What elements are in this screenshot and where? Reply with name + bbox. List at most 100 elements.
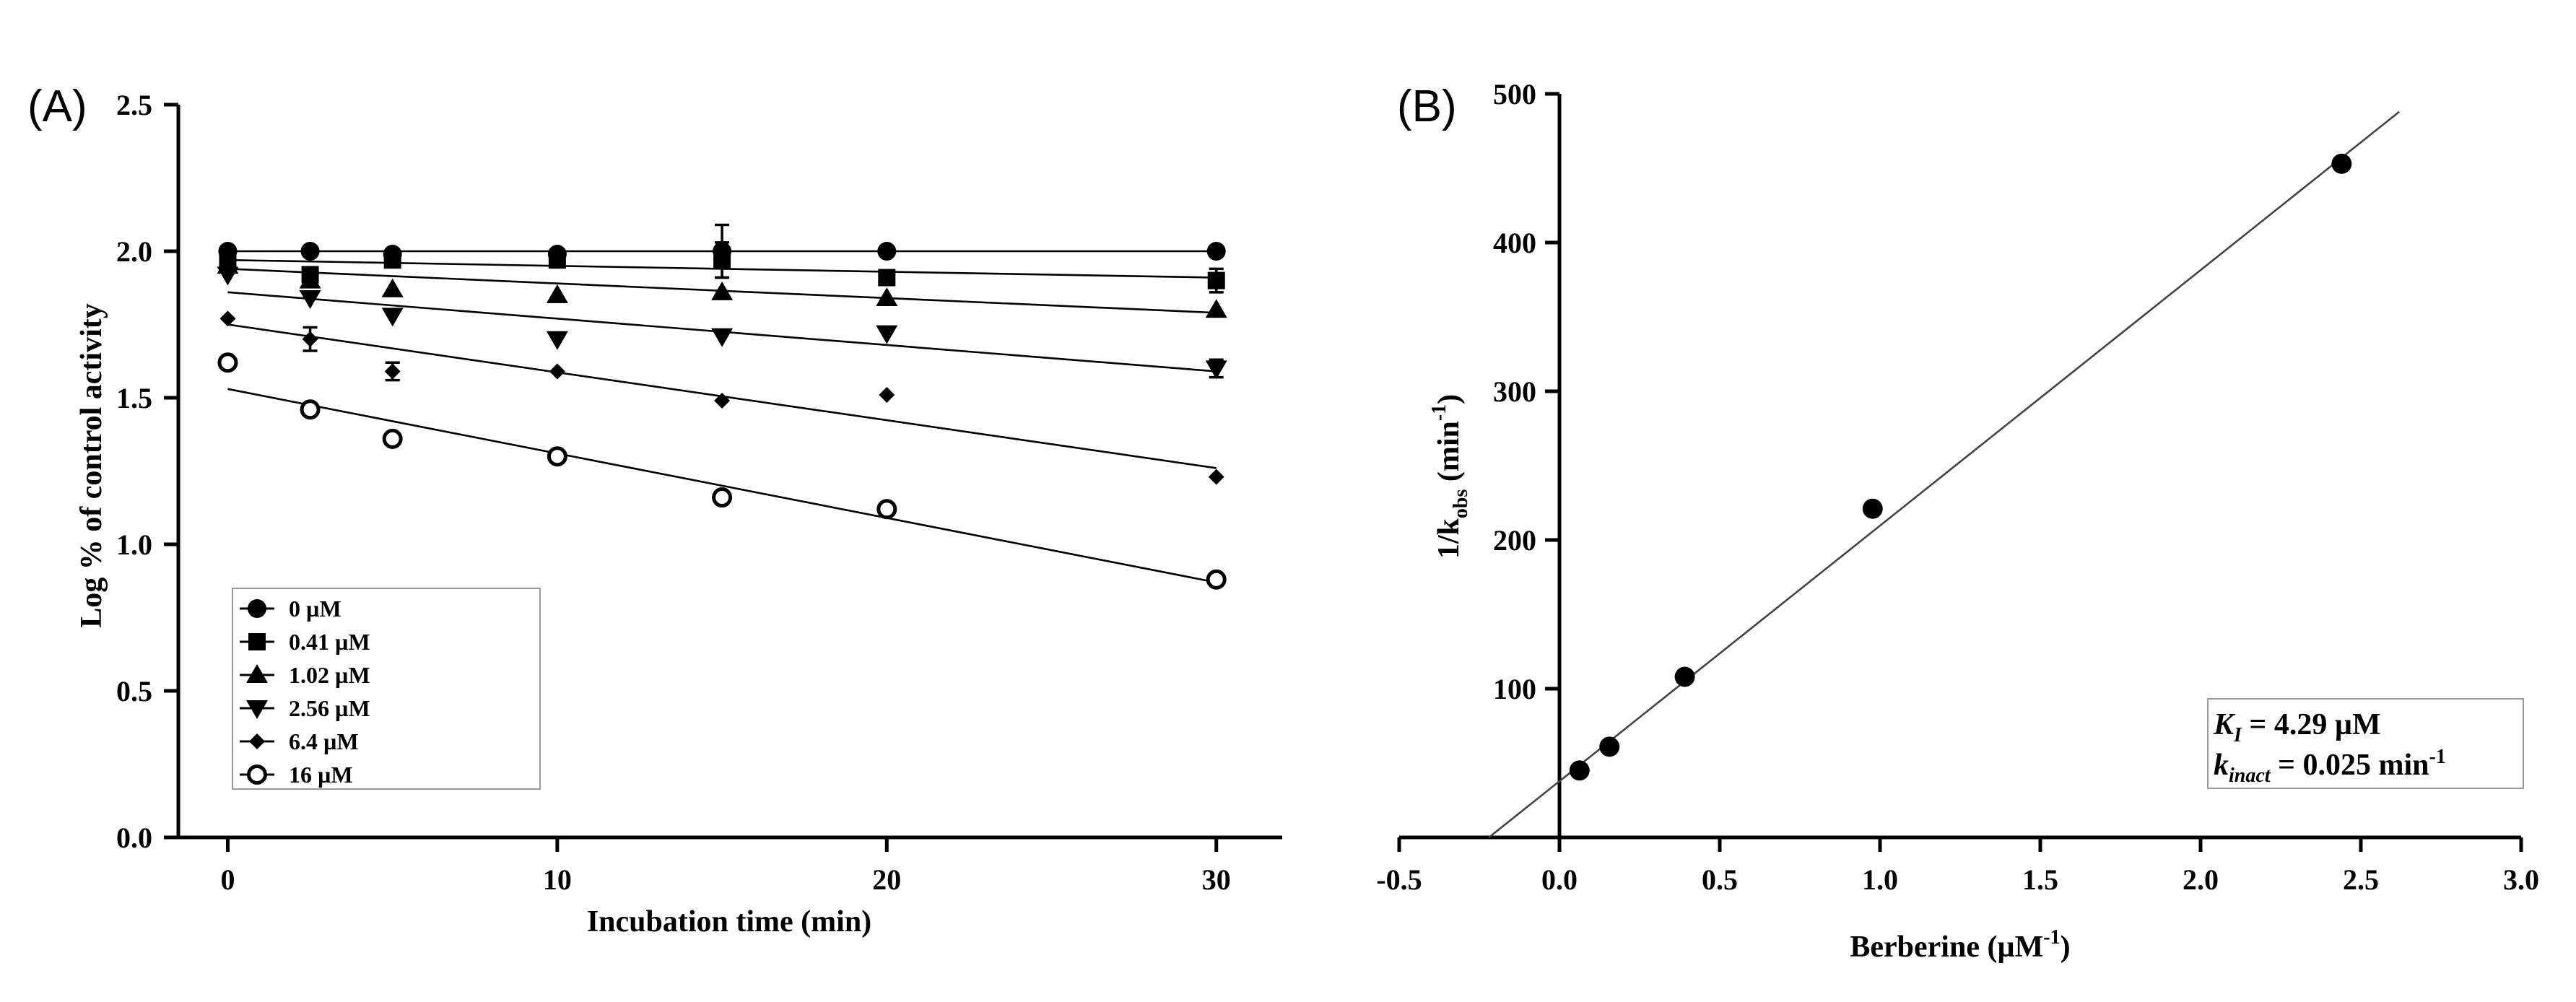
annotation-ki-sub: I bbox=[2233, 724, 2242, 746]
data-point-6p4-m bbox=[219, 310, 236, 327]
panel-b-annotation: KI = 4.29 µM kinact = 0.025 min-1 bbox=[2207, 698, 2524, 789]
panel-a-x-tick-label: 0 bbox=[220, 863, 235, 896]
legend-marker-open-circle bbox=[247, 764, 267, 785]
panel-b: (B) 100 200 300 400 500 -0.5 0.0 0.5 1.0 1.5 2.0 2.… bbox=[1376, 78, 2539, 964]
data-point-6p4-m bbox=[549, 363, 565, 380]
panel-a-error-bars bbox=[303, 223, 1224, 382]
data-point-6p4-m bbox=[302, 331, 318, 347]
panel-b-y-tick-label: 400 bbox=[1493, 227, 1536, 259]
panel-a-y-tick-label: 2.0 bbox=[116, 235, 152, 268]
panel-b-y-axis-title-sub: obs bbox=[1450, 489, 1472, 519]
legend-label: 2.56 µM bbox=[289, 695, 370, 721]
data-point-1p02-m bbox=[876, 287, 898, 306]
legend-label: 6.4 µM bbox=[289, 728, 359, 754]
panel-b-x-axis-title-tail: ) bbox=[2061, 931, 2071, 964]
panel-a-y-tick-label: 1.0 bbox=[116, 528, 152, 561]
annotation-kinact-symbol: k bbox=[2214, 749, 2229, 782]
data-point-16-m bbox=[217, 352, 238, 373]
data-point-16-m bbox=[712, 487, 733, 508]
panel-b-y-tick-label: 100 bbox=[1493, 673, 1536, 705]
panel-a-y-tick-label: 2.5 bbox=[116, 89, 152, 121]
panel-a-axes bbox=[164, 103, 1282, 852]
legend-item-16-m: 16 µM bbox=[240, 762, 353, 788]
panel-a-x-tick-label: 30 bbox=[1202, 863, 1231, 896]
legend-label: 0.41 µM bbox=[289, 629, 370, 655]
panel-b-x-tick-label: 2.0 bbox=[2183, 863, 2219, 896]
panel-b-data-point bbox=[1862, 498, 1883, 519]
panel-a-legend: 0 µM 0.41 µM 1.02 µM 2.56 µM 6.4 µM 16 µM bbox=[232, 588, 541, 790]
data-point-0p41-m bbox=[878, 269, 896, 287]
panel-b-y-axis-title-end: ) bbox=[1432, 394, 1466, 404]
panel-b-y-axis-title-unit: (min bbox=[1432, 421, 1466, 489]
panel-a-y-tick-label: 0.0 bbox=[116, 822, 152, 854]
legend-label: 0 µM bbox=[289, 596, 341, 622]
data-point-2p56-m bbox=[1205, 360, 1227, 380]
legend-marker-circle bbox=[248, 599, 266, 618]
data-point-16-m bbox=[876, 499, 897, 520]
panel-b-x-axis-title-main: Berberine (µM bbox=[1850, 931, 2043, 964]
annotation-kinact-value: = 0.025 min bbox=[2271, 749, 2429, 782]
data-point-1p02-m bbox=[381, 278, 404, 297]
data-point-0-m bbox=[877, 242, 897, 261]
panel-b-x-axis-title-sup: -1 bbox=[2043, 926, 2060, 949]
data-point-0p41-m bbox=[713, 251, 731, 269]
data-point-1p02-m bbox=[299, 269, 321, 289]
panel-b-x-tick-label: -0.5 bbox=[1376, 863, 1422, 896]
annotation-ki-symbol: K bbox=[2213, 708, 2236, 741]
panel-b-y-axis-title-sup: -1 bbox=[1428, 404, 1450, 421]
data-point-2p56-m bbox=[546, 331, 568, 350]
data-point-0-m bbox=[1206, 242, 1226, 261]
legend-item-6p4-m: 6.4 µM bbox=[240, 728, 359, 754]
data-point-2p56-m bbox=[381, 308, 404, 327]
data-point-2p56-m bbox=[876, 325, 898, 344]
panel-a-y-tick-label: 1.5 bbox=[116, 382, 152, 414]
panel-b-data-points bbox=[1569, 153, 2352, 781]
panel-b-x-tick-label: 0.0 bbox=[1541, 863, 1578, 896]
panel-a-tick-labels: 0.0 0.5 1.0 1.5 2.0 2.5 0 10 20 30 bbox=[116, 89, 1231, 896]
panel-a-data-points bbox=[217, 242, 1227, 590]
data-point-0p41-m bbox=[383, 251, 401, 269]
data-point-6p4-m bbox=[384, 363, 401, 380]
legend-marker-triangle-down bbox=[246, 700, 268, 719]
legend-item-1p02-m: 1.02 µM bbox=[240, 662, 370, 688]
panel-a-y-tick-label: 0.5 bbox=[116, 675, 152, 707]
panel-b-y-tick-label: 300 bbox=[1493, 375, 1536, 408]
legend-item-2p56-m: 2.56 µM bbox=[240, 695, 370, 721]
data-point-16-m bbox=[300, 399, 321, 420]
panel-b-y-axis-title-main: 1/k bbox=[1432, 518, 1466, 559]
data-point-16-m bbox=[382, 428, 403, 449]
legend-item-0p41-m: 0.41 µM bbox=[240, 629, 370, 655]
panel-b-axes bbox=[1397, 92, 2523, 852]
panel-a-x-tick-label: 20 bbox=[872, 863, 901, 896]
panel-b-y-tick-label: 500 bbox=[1493, 78, 1536, 110]
panel-a-x-axis-title: Incubation time (min) bbox=[587, 905, 871, 938]
legend-marker-square bbox=[248, 633, 266, 650]
data-point-1p02-m bbox=[711, 281, 734, 300]
panel-b-y-axis-title: 1/kobs (min-1) bbox=[1428, 394, 1472, 559]
panel-b-label: (B) bbox=[1397, 82, 1457, 131]
panel-b-x-tick-label: 0.5 bbox=[1702, 863, 1738, 896]
panel-b-x-tick-label: 1.5 bbox=[2022, 863, 2058, 896]
data-point-16-m bbox=[547, 446, 567, 467]
legend-label: 16 µM bbox=[289, 762, 353, 788]
data-point-6p4-m bbox=[1208, 469, 1224, 485]
annotation-box bbox=[2207, 698, 2524, 789]
legend-item-0-m: 0 µM bbox=[240, 596, 341, 622]
panel-b-y-tick-label: 200 bbox=[1493, 524, 1536, 557]
panel-b-tick-labels: 100 200 300 400 500 -0.5 0.0 0.5 1.0 1.5 2.0 2.5 3.0 bbox=[1376, 78, 2539, 896]
panel-a-x-tick-label: 10 bbox=[543, 863, 572, 896]
fit-line-16-m bbox=[227, 388, 1217, 584]
data-point-6p4-m bbox=[879, 386, 895, 403]
panel-b-data-point bbox=[1599, 736, 1620, 757]
legend-marker-triangle-up bbox=[246, 664, 268, 683]
annotation-kinact: kinact = 0.025 min-1 bbox=[2214, 746, 2446, 787]
data-point-2p56-m bbox=[711, 328, 734, 347]
data-point-0p41-m bbox=[548, 251, 566, 269]
data-point-0p41-m bbox=[1207, 271, 1225, 289]
panel-a: (A) 0.0 0.5 1.0 1.5 2.0 2.5 0 10 20 30 Incubation… bbox=[27, 82, 1282, 938]
panel-a-fit-lines bbox=[227, 250, 1217, 584]
legend-label: 1.02 µM bbox=[289, 662, 370, 688]
data-point-16-m bbox=[1206, 569, 1227, 590]
panel-b-data-point bbox=[1674, 666, 1695, 687]
